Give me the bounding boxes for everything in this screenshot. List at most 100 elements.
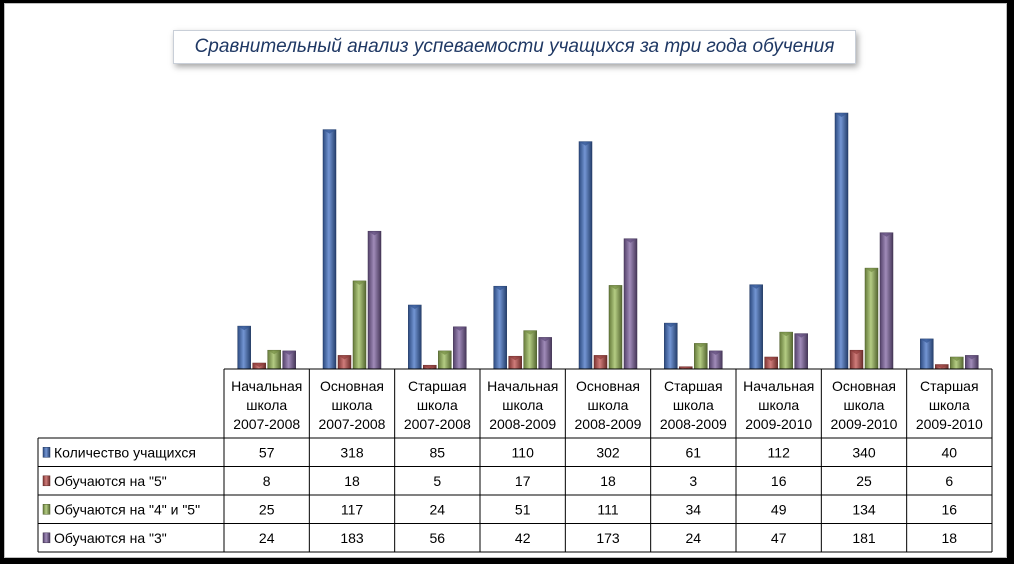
bar-cap-2-1: [423, 365, 437, 369]
bar-cap-1-2: [353, 280, 366, 285]
bar-5-0: [664, 322, 678, 370]
legend-key: [42, 504, 51, 515]
data-cell-value: 173: [596, 530, 620, 546]
category-label: школа: [588, 397, 629, 413]
data-cell-value: 24: [686, 530, 702, 546]
bar-1-3: [367, 230, 382, 370]
category-label: Основная: [832, 378, 896, 394]
bar-cap-8-0: [920, 338, 934, 343]
bar-cap-5-2: [694, 343, 708, 348]
bar-cap-8-2: [950, 357, 964, 361]
data-cell-value: 24: [259, 530, 275, 546]
bar-cap-6-2: [779, 332, 793, 337]
bar-cap-1-1: [338, 355, 351, 360]
legend-key: [42, 475, 51, 487]
bar-cap-7-1: [850, 350, 863, 355]
bar-cap-1-0: [323, 129, 336, 134]
bar-4-2: [608, 285, 623, 370]
category-label: Старшая: [920, 378, 979, 394]
series-name: Обучаются на "3": [54, 530, 167, 546]
bar-2-0: [408, 304, 422, 370]
category-label: 2008-2009: [660, 416, 727, 432]
data-cell-value: 18: [600, 473, 616, 489]
bar-cap-6-0: [749, 284, 763, 289]
bar-cap-7-2: [865, 268, 878, 273]
category-label: школа: [417, 397, 458, 413]
series-name: Обучаются на "5": [54, 473, 167, 489]
bar-cap-7-3: [880, 232, 893, 237]
data-cell-value: 85: [430, 444, 446, 460]
category-label: школа: [844, 397, 885, 413]
category-label: Старшая: [664, 378, 723, 394]
bar-cap-2-2: [438, 350, 452, 355]
data-cell-value: 134: [852, 501, 876, 517]
data-cell-value: 25: [856, 473, 872, 489]
bar-0-0: [237, 325, 251, 370]
data-cell-value: 24: [430, 501, 446, 517]
bar-cap-3-1: [508, 356, 522, 361]
data-cell-value: 318: [340, 444, 364, 460]
bar-cap-0-2: [267, 350, 281, 355]
bar-cap-4-2: [609, 285, 622, 290]
data-cell-value: 56: [430, 530, 446, 546]
data-cell-value: 51: [515, 501, 531, 517]
bar-3-0: [493, 285, 507, 370]
bar-cap-4-1: [594, 355, 607, 360]
data-cell-value: 61: [686, 444, 702, 460]
category-label: Начальная: [487, 378, 558, 394]
data-cell-value: 49: [771, 501, 787, 517]
bar-4-0: [578, 141, 593, 370]
category-label: школа: [332, 397, 373, 413]
bar-6-3: [794, 333, 808, 370]
bar-cap-3-2: [523, 330, 537, 335]
bar-1-2: [352, 280, 367, 370]
category-label: школа: [673, 397, 714, 413]
data-cell-value: 34: [686, 501, 702, 517]
bar-cap-2-0: [408, 305, 422, 309]
data-cell-value: 183: [340, 530, 364, 546]
category-label: 2008-2009: [489, 416, 556, 432]
chart-title: Сравнительный анализ успеваемости учащих…: [194, 36, 835, 57]
bar-cap-3-0: [493, 286, 507, 291]
category-label: 2009-2010: [745, 416, 812, 432]
bar-cap-6-1: [764, 357, 778, 361]
data-cell-value: 8: [263, 473, 271, 489]
data-cell-value: 112: [768, 444, 791, 460]
category-label: 2007-2008: [404, 416, 471, 432]
bar-cap-0-3: [282, 350, 296, 355]
bar-cap-2-3: [453, 326, 467, 331]
category-label: Начальная: [743, 378, 814, 394]
data-cell-value: 5: [433, 473, 441, 489]
bar-cap-8-3: [965, 355, 979, 360]
data-cell-value: 25: [259, 501, 275, 517]
chart-title-box: Сравнительный анализ успеваемости учащих…: [173, 30, 856, 64]
category-label: 2009-2010: [916, 416, 983, 432]
bar-1-0: [322, 129, 337, 370]
data-cell-value: 3: [689, 473, 697, 489]
data-cell-value: 42: [515, 530, 531, 546]
legend-key: [42, 447, 51, 458]
category-label: школа: [929, 397, 970, 413]
bar-3-2: [523, 330, 537, 370]
category-label: Начальная: [231, 378, 302, 394]
data-cell-value: 40: [942, 444, 958, 460]
data-cell-value: 16: [771, 473, 787, 489]
category-label: Основная: [576, 378, 640, 394]
legend-key: [42, 532, 51, 544]
data-cell-value: 340: [852, 444, 876, 460]
bar-cap-5-1: [679, 366, 693, 369]
series-name: Обучаются на "4" и "5": [54, 501, 200, 517]
category-label: школа: [246, 397, 287, 413]
data-cell-value: 111: [597, 501, 618, 517]
data-cell-value: 16: [942, 501, 958, 517]
data-cell-value: 110: [512, 444, 535, 460]
category-label: 2009-2010: [831, 416, 898, 432]
bar-2-3: [453, 326, 467, 370]
category-label: Основная: [320, 378, 384, 394]
data-cell-value: 181: [852, 530, 876, 546]
category-label: 2007-2008: [233, 416, 300, 432]
bar-cap-7-0: [835, 113, 848, 117]
bar-7-2: [864, 267, 879, 370]
data-cell-value: 57: [259, 444, 275, 460]
